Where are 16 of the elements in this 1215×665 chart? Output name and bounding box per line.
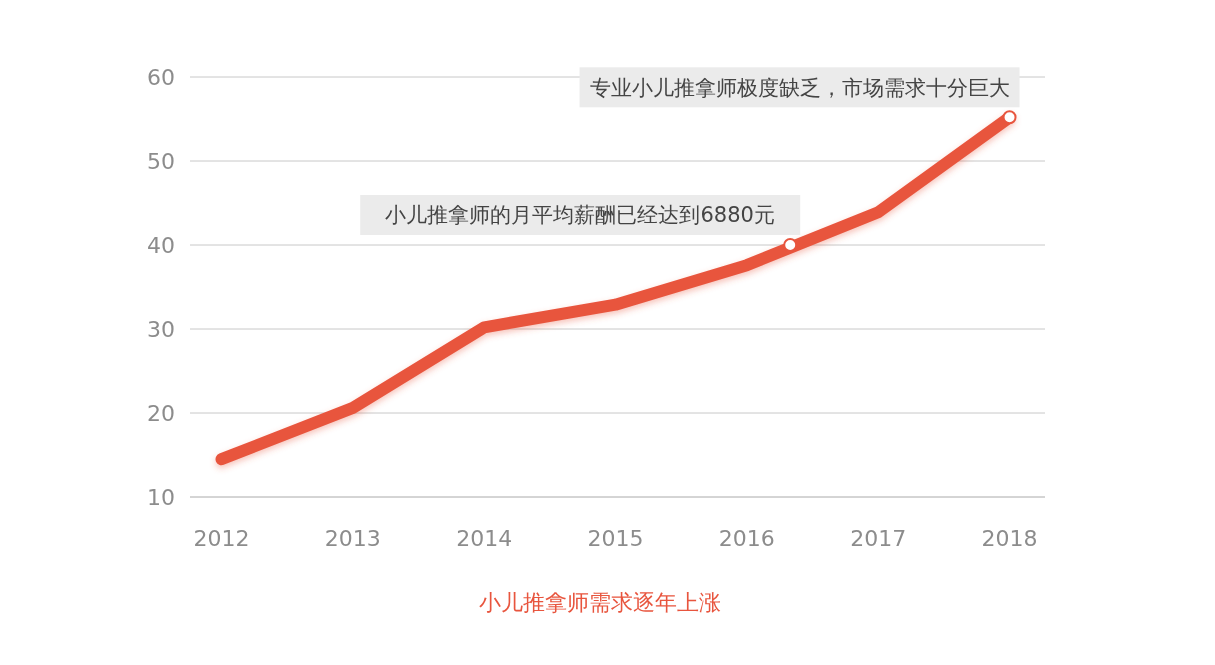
x-tick-label: 2015: [587, 525, 644, 551]
y-tick-label: 50: [147, 148, 175, 174]
y-tick-label: 60: [147, 64, 175, 90]
x-tick-label: 2018: [981, 525, 1038, 551]
y-tick-label: 40: [147, 232, 175, 258]
annotation: 小儿推拿师的月平均薪酬已经达到6880元: [385, 203, 775, 228]
text: 小儿推拿师需求逐年上涨: [479, 589, 721, 615]
x-tick-label: 2016: [718, 525, 775, 551]
x-tick-label: 2017: [850, 525, 907, 551]
annotation: 专业小儿推拿师极度缺乏，市场需求十分巨大: [589, 75, 1010, 100]
x-tick-label: 2014: [456, 525, 513, 551]
y-tick-label: 10: [147, 484, 175, 510]
x-tick-label: 2012: [193, 525, 250, 551]
y-tick-label: 30: [147, 316, 175, 342]
x-tick-label: 2013: [324, 525, 381, 551]
y-tick-label: 20: [147, 400, 175, 426]
